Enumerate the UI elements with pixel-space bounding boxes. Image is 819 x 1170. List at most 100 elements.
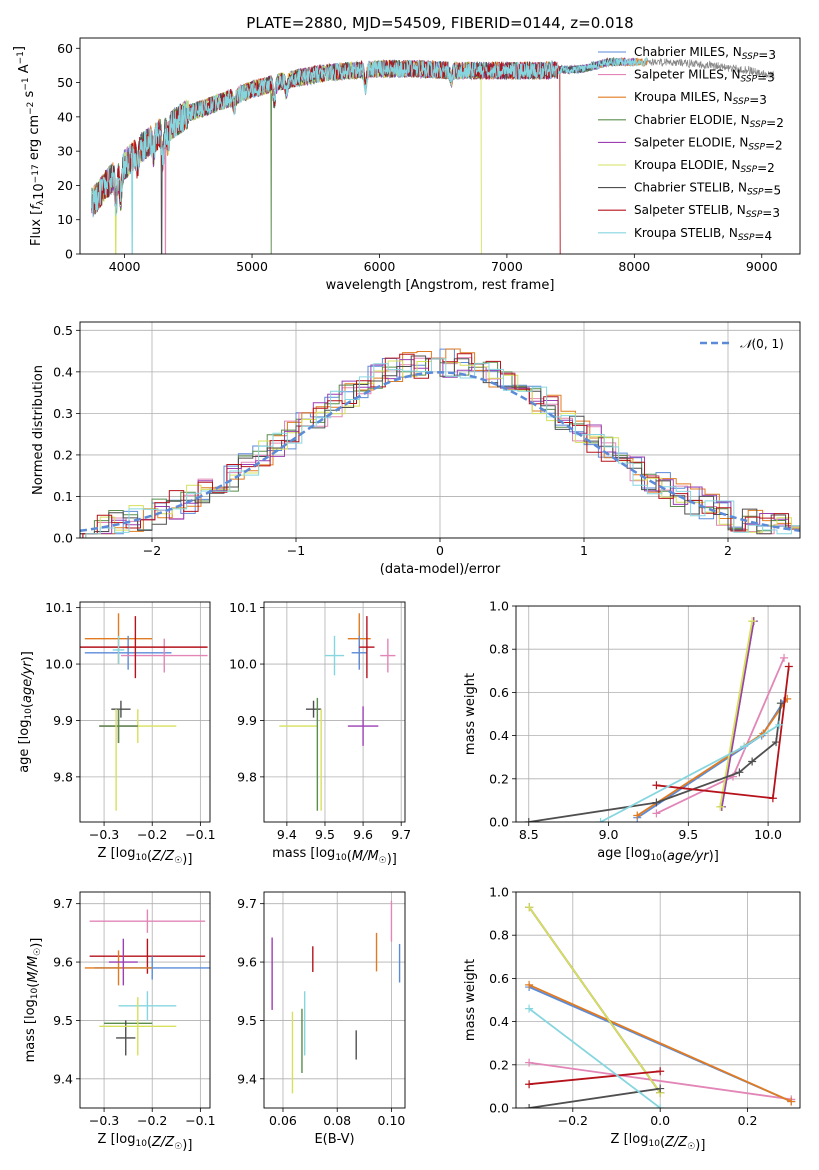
errorbar-salpeter-elodie [347,706,379,746]
legend-label-salpeter-stelib: Salpeter STELIB, NSSP=3 [634,203,780,220]
point-marker [596,818,605,822]
series-line [528,703,782,822]
axes-frame [79,321,801,539]
legend-label-kroupa-stelib: Kroupa STELIB, NSSP=4 [634,226,772,243]
series-line [719,620,753,808]
legend-label-chabrier-stelib: Chabrier STELIB, NSSP=5 [634,181,781,198]
x-tick-label: 4000 [109,259,141,274]
axes-frame [515,891,801,1109]
y-tick-label: 40 [57,109,73,124]
plot-area [91,56,775,254]
errorbar-chabrier-miles [351,635,367,670]
y-tick-label: 0.8 [489,928,509,943]
panel-age-vs-mass: 9.4 9.5 9.6 9.7 9.8 9.9 10.0 10.1 mass [log10(M/… [229,600,411,867]
spectrum-line-chabrier-stelib [91,57,622,254]
x-tick-label: 9.0 [599,827,619,842]
ticks: 0.06 0.08 0.10 9.4 9.5 9.6 9.7 [237,896,405,1128]
point-marker [735,768,744,777]
y-tick-label: 0.1 [53,489,73,504]
x-tick-label: −0.2 [558,1113,588,1128]
axes-frame [79,37,801,255]
errorbar-kroupa-stelib [112,635,125,665]
y-tick-label: 10.0 [45,657,73,672]
legend-label-normal: 𝒩(0, 1) [740,337,784,351]
axes-frame [79,601,211,823]
x-tick-label: −0.2 [137,827,167,842]
point-marker [656,1104,665,1108]
ticks: −0.3 −0.2 −0.1 9.8 9.9 10.0 10.1 [45,600,215,842]
x-axis-label: Z [log10(Z/Z☉)] [98,1132,193,1153]
x-tick-label: 2 [724,543,732,558]
point-marker [525,1104,534,1108]
x-tick-label: 9.4 [277,827,297,842]
x-tick-label: −0.2 [137,1113,167,1128]
axes-frame [515,605,801,823]
y-tick-label: 30 [57,144,73,159]
y-tick-label: 0 [65,247,73,262]
y-axis-label: mass weight [463,673,478,755]
x-tick-label: 7000 [491,259,523,274]
x-tick-label: −2 [143,543,161,558]
point-marker [768,794,777,803]
point-marker [525,980,534,989]
y-tick-label: 9.6 [53,955,73,970]
point-marker [633,811,642,820]
y-tick-label: 0.0 [489,815,509,830]
errorbar-salpeter-miles [89,909,206,933]
y-tick-label: 1.0 [489,885,509,900]
gridlines [516,892,800,1108]
spectrum-line-kroupa-miles [91,56,648,217]
y-axis-label: mass weight [463,959,478,1041]
gridlines [80,602,210,822]
x-tick-label: −1 [287,543,305,558]
plot-area [80,602,210,822]
x-tick-label: 5000 [236,259,268,274]
point-marker [716,802,725,811]
y-tick-label: 0.4 [489,1014,509,1029]
y-tick-label: 0.2 [489,771,509,786]
errorbar-chabrier-miles [84,635,172,670]
y-tick-label: 9.7 [53,896,73,911]
x-tick-label: 9.5 [315,827,335,842]
y-tick-label: 10.0 [229,657,257,672]
x-axis-label: Z [log10(Z/Z☉)] [98,846,193,867]
errorbar-kroupa-elodie [99,997,177,1056]
y-tick-label: 0.4 [53,364,73,379]
panel-age-vs-Z: −0.3 −0.2 −0.1 9.8 9.9 10.0 10.1 Z [log10(Z/Z☉)… [17,600,216,867]
y-tick-label: 0.3 [53,406,73,421]
panel-massweight-vs-Z: −0.2 0.0 0.2 0.0 0.2 0.4 0.6 0.8 1.0 Z [log10(Z/Z… [463,885,801,1153]
point-marker [748,757,757,766]
point-marker [780,653,789,662]
y-tick-label: 0.6 [489,685,509,700]
point-marker [748,617,757,626]
point-marker [656,1084,665,1093]
x-tick-label: −0.3 [89,827,119,842]
histogram-salpeter-stelib [82,353,800,538]
axes-frame [263,601,406,823]
series-kroupa-miles [525,980,796,1106]
y-tick-label: 9.9 [237,713,257,728]
y-axis-label: age [log10(age/yr)] [17,651,35,773]
x-tick-label: 9.5 [678,827,698,842]
plot-area [80,322,800,538]
errorbar-salpeter-miles [380,638,396,673]
series-kroupa-elodie [525,903,665,1097]
x-tick-label: −0.1 [185,1113,215,1128]
y-tick-label: 9.9 [53,713,73,728]
ticks: −2 −1 0 1 2 0.0 0.1 0.2 0.3 0.4 0.5 [53,323,732,558]
x-tick-label: −0.1 [185,827,215,842]
y-tick-label: 9.8 [237,769,257,784]
series-line [528,984,792,1103]
legend-label-kroupa-elodie: Kroupa ELODIE, NSSP=2 [634,158,775,175]
x-tick-label: 1 [580,543,588,558]
point-marker [784,662,793,671]
errorbar-kroupa-miles [84,950,153,986]
series-salpeter-miles [652,653,789,818]
series-line [529,1070,661,1086]
panel-massweight-vs-age: 8.5 9.0 9.5 10.0 0.0 0.2 0.4 0.6 0.8 1.0 age [log1… [463,599,801,864]
legend-label-salpeter-elodie: Salpeter ELODIE, NSSP=2 [634,135,783,152]
panel-residuals: −2 −1 0 1 2 0.0 0.1 0.2 0.3 0.4 0.5 (data-model)/er… [31,321,801,577]
x-tick-label: 0 [436,543,444,558]
errorbar-salpeter-miles [120,638,208,673]
